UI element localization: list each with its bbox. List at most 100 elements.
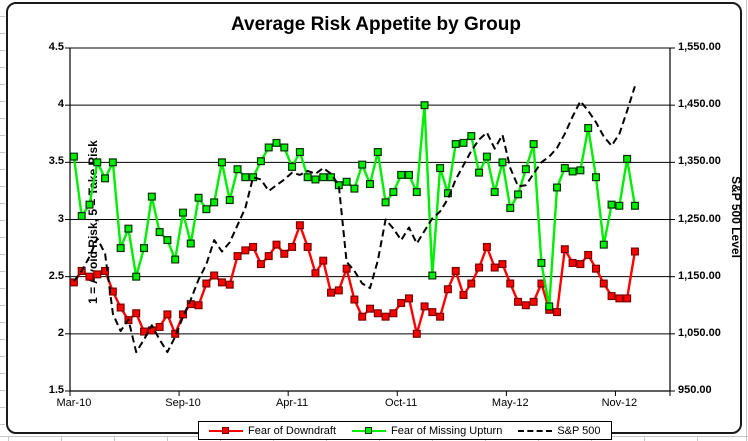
series-marker-fear-of-downdraft[interactable] (116, 303, 125, 312)
series-marker-fear-of-missing-upturn[interactable] (280, 143, 289, 152)
series-marker-fear-of-downdraft[interactable] (334, 286, 343, 295)
series-marker-fear-of-missing-upturn[interactable] (498, 158, 507, 167)
series-marker-fear-of-downdraft[interactable] (295, 221, 304, 230)
series-marker-fear-of-downdraft[interactable] (171, 329, 180, 338)
series-marker-fear-of-missing-upturn[interactable] (389, 188, 398, 197)
series-marker-fear-of-missing-upturn[interactable] (576, 166, 585, 175)
series-marker-fear-of-downdraft[interactable] (529, 297, 538, 306)
series-marker-fear-of-missing-upturn[interactable] (451, 140, 460, 149)
series-marker-fear-of-downdraft[interactable] (256, 260, 265, 269)
series-marker-fear-of-downdraft[interactable] (358, 312, 367, 321)
series-marker-fear-of-missing-upturn[interactable] (428, 271, 437, 280)
series-marker-fear-of-missing-upturn[interactable] (436, 164, 445, 173)
series-marker-fear-of-downdraft[interactable] (85, 272, 94, 281)
series-marker-fear-of-missing-upturn[interactable] (101, 174, 110, 183)
series-marker-fear-of-downdraft[interactable] (225, 280, 234, 289)
series-marker-fear-of-downdraft[interactable] (490, 263, 499, 272)
series-marker-fear-of-missing-upturn[interactable] (116, 244, 125, 253)
series-marker-fear-of-downdraft[interactable] (630, 247, 639, 256)
chart-legend[interactable]: Fear of Downdraft Fear of Missing Upturn S… (198, 421, 612, 440)
series-marker-fear-of-downdraft[interactable] (69, 278, 78, 287)
series-marker-fear-of-missing-upturn[interactable] (272, 138, 281, 147)
series-marker-fear-of-missing-upturn[interactable] (140, 244, 149, 253)
series-marker-fear-of-missing-upturn[interactable] (163, 236, 172, 245)
series-marker-fear-of-missing-upturn[interactable] (459, 138, 468, 147)
series-marker-fear-of-downdraft[interactable] (451, 266, 460, 275)
series-marker-fear-of-downdraft[interactable] (553, 308, 562, 317)
series-marker-fear-of-downdraft[interactable] (288, 242, 297, 251)
series-marker-fear-of-missing-upturn[interactable] (311, 175, 320, 184)
series-marker-fear-of-downdraft[interactable] (272, 240, 281, 249)
series-marker-fear-of-downdraft[interactable] (607, 292, 616, 301)
series-marker-fear-of-missing-upturn[interactable] (404, 170, 413, 179)
series-marker-fear-of-missing-upturn[interactable] (241, 173, 250, 182)
series-marker-fear-of-downdraft[interactable] (482, 242, 491, 251)
series-marker-fear-of-missing-upturn[interactable] (147, 192, 156, 201)
legend-entry-s-p-500[interactable]: S&P 500 (518, 425, 601, 437)
series-marker-fear-of-missing-upturn[interactable] (358, 160, 367, 169)
series-marker-fear-of-missing-upturn[interactable] (77, 212, 86, 221)
series-marker-fear-of-missing-upturn[interactable] (202, 205, 211, 214)
series-marker-fear-of-missing-upturn[interactable] (186, 239, 195, 248)
series-marker-fear-of-missing-upturn[interactable] (607, 200, 616, 209)
series-marker-fear-of-missing-upturn[interactable] (264, 143, 273, 152)
series-marker-fear-of-missing-upturn[interactable] (210, 198, 219, 207)
series-marker-fear-of-downdraft[interactable] (217, 278, 226, 287)
series-marker-fear-of-downdraft[interactable] (389, 309, 398, 318)
series-marker-fear-of-downdraft[interactable] (93, 270, 102, 279)
series-marker-fear-of-downdraft[interactable] (202, 279, 211, 288)
series-marker-fear-of-downdraft[interactable] (101, 266, 110, 275)
series-marker-fear-of-downdraft[interactable] (420, 302, 429, 311)
series-marker-fear-of-downdraft[interactable] (428, 308, 437, 317)
series-marker-fear-of-downdraft[interactable] (576, 260, 585, 269)
series-marker-fear-of-missing-upturn[interactable] (560, 164, 569, 173)
series-marker-fear-of-missing-upturn[interactable] (599, 240, 608, 249)
series-marker-fear-of-missing-upturn[interactable] (303, 173, 312, 182)
series-marker-fear-of-downdraft[interactable] (467, 279, 476, 288)
series-marker-fear-of-downdraft[interactable] (381, 312, 390, 321)
series-marker-fear-of-missing-upturn[interactable] (490, 188, 499, 197)
series-marker-fear-of-missing-upturn[interactable] (350, 184, 359, 193)
series-marker-fear-of-downdraft[interactable] (311, 269, 320, 278)
series-marker-fear-of-missing-upturn[interactable] (194, 193, 203, 202)
series-marker-fear-of-missing-upturn[interactable] (132, 272, 141, 281)
series-marker-fear-of-missing-upturn[interactable] (225, 196, 234, 205)
series-marker-fear-of-missing-upturn[interactable] (155, 228, 164, 237)
series-marker-fear-of-missing-upturn[interactable] (506, 204, 515, 213)
series-marker-fear-of-downdraft[interactable] (498, 260, 507, 269)
series-marker-fear-of-missing-upturn[interactable] (521, 165, 530, 174)
series-marker-fear-of-missing-upturn[interactable] (233, 165, 242, 174)
chart-frame[interactable]: Average Risk Appetite by Group 1 = Avoid… (6, 2, 743, 440)
series-marker-fear-of-missing-upturn[interactable] (623, 154, 632, 163)
series-marker-fear-of-missing-upturn[interactable] (537, 258, 546, 267)
series-marker-fear-of-downdraft[interactable] (599, 279, 608, 288)
series-marker-fear-of-missing-upturn[interactable] (467, 132, 476, 141)
series-marker-fear-of-missing-upturn[interactable] (217, 158, 226, 167)
series-marker-fear-of-downdraft[interactable] (140, 327, 149, 336)
series-marker-fear-of-downdraft[interactable] (303, 242, 312, 251)
series-marker-fear-of-downdraft[interactable] (342, 264, 351, 273)
series-marker-fear-of-missing-upturn[interactable] (108, 158, 117, 167)
series-marker-fear-of-missing-upturn[interactable] (584, 124, 593, 133)
series-marker-fear-of-downdraft[interactable] (568, 258, 577, 267)
series-marker-fear-of-missing-upturn[interactable] (85, 200, 94, 209)
series-marker-fear-of-downdraft[interactable] (615, 294, 624, 303)
series-marker-fear-of-downdraft[interactable] (514, 297, 523, 306)
series-marker-fear-of-downdraft[interactable] (412, 329, 421, 338)
series-marker-fear-of-missing-upturn[interactable] (420, 101, 429, 110)
series-marker-fear-of-downdraft[interactable] (241, 246, 250, 255)
series-marker-fear-of-downdraft[interactable] (163, 310, 172, 319)
series-marker-fear-of-downdraft[interactable] (210, 271, 219, 280)
series-marker-fear-of-downdraft[interactable] (404, 294, 413, 303)
series-marker-fear-of-downdraft[interactable] (623, 294, 632, 303)
series-marker-fear-of-downdraft[interactable] (319, 256, 328, 265)
series-marker-fear-of-missing-upturn[interactable] (295, 148, 304, 157)
series-marker-fear-of-downdraft[interactable] (327, 288, 336, 297)
series-marker-fear-of-downdraft[interactable] (373, 309, 382, 318)
series-marker-fear-of-missing-upturn[interactable] (514, 190, 523, 199)
series-marker-fear-of-downdraft[interactable] (233, 252, 242, 261)
series-marker-fear-of-missing-upturn[interactable] (630, 201, 639, 210)
series-marker-fear-of-missing-upturn[interactable] (591, 173, 600, 182)
series-marker-fear-of-missing-upturn[interactable] (568, 167, 577, 176)
series-marker-fear-of-missing-upturn[interactable] (475, 168, 484, 177)
